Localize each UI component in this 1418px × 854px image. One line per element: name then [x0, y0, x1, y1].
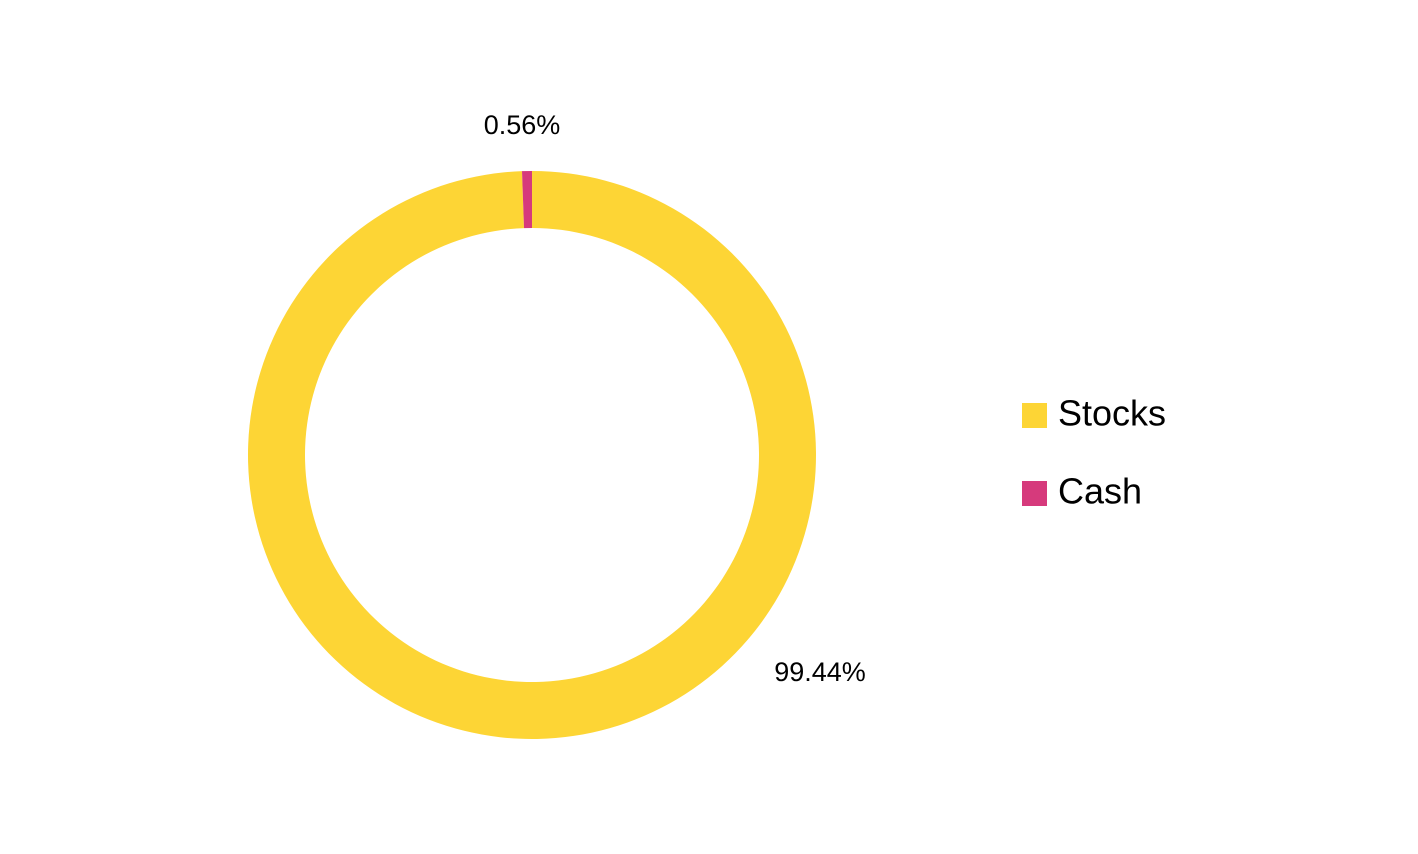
- donut-slice: [522, 171, 532, 229]
- legend-label: Cash: [1058, 471, 1142, 512]
- legend-label: Stocks: [1058, 393, 1166, 434]
- legend-swatch: [1022, 481, 1047, 506]
- legend-swatch: [1022, 403, 1047, 428]
- data-label: 99.44%: [774, 657, 866, 687]
- data-label: 0.56%: [484, 110, 561, 140]
- donut-slice: [247, 171, 816, 740]
